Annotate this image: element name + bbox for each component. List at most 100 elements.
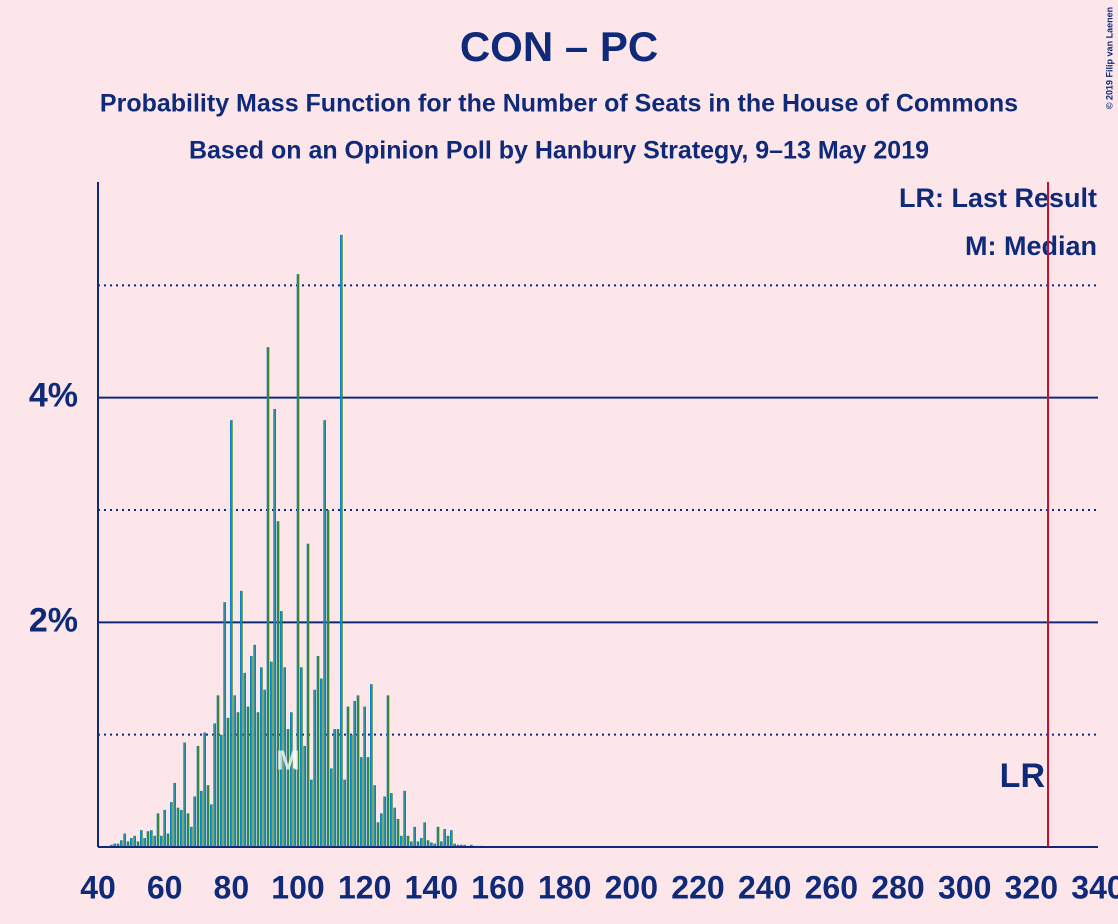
bar: [233, 695, 235, 847]
bar: [128, 841, 130, 847]
bar: [274, 408, 276, 847]
bar: [296, 274, 298, 848]
bar: [118, 843, 120, 847]
bar: [404, 790, 406, 847]
bar: [360, 757, 362, 847]
bar: [284, 667, 286, 847]
bar: [270, 661, 272, 847]
bar: [254, 644, 256, 847]
bar: [421, 838, 423, 847]
bar: [174, 782, 176, 847]
bar: [260, 667, 262, 847]
bar: [456, 844, 458, 847]
bar: [221, 734, 223, 847]
y-tick-label: 4%: [29, 377, 78, 415]
bar: [271, 661, 273, 847]
legend-entry: LR: Last Result: [899, 183, 1097, 213]
bar: [281, 611, 283, 847]
bar: [341, 234, 343, 848]
bar: [261, 667, 263, 847]
bar: [191, 826, 193, 847]
bar: [124, 833, 126, 847]
bar: [363, 706, 365, 847]
bar: [451, 830, 453, 847]
bar: [214, 723, 216, 847]
bar: [376, 822, 378, 847]
bar: [301, 667, 303, 847]
bar: [443, 829, 445, 847]
bar: [161, 835, 163, 847]
bar: [148, 831, 150, 847]
bar: [323, 420, 325, 847]
x-tick-label: 240: [738, 869, 791, 905]
bar: [338, 729, 340, 847]
x-tick-label: 300: [938, 869, 991, 905]
bar: [364, 706, 366, 847]
bar: [113, 843, 115, 847]
bar: [278, 521, 280, 847]
bar: [401, 835, 403, 847]
bar: [428, 840, 430, 847]
bar: [116, 843, 118, 847]
bar: [390, 793, 392, 847]
bar: [154, 835, 156, 847]
bar: [346, 706, 348, 847]
bar: [140, 830, 142, 847]
bar: [366, 757, 368, 847]
bar: [300, 667, 302, 847]
bar: [273, 408, 275, 847]
bar: [408, 835, 410, 847]
bar: [298, 274, 300, 848]
bar: [264, 689, 266, 847]
bar: [166, 833, 168, 847]
bar: [160, 835, 162, 847]
bar: [423, 822, 425, 847]
bar: [403, 790, 405, 847]
bar: [266, 347, 268, 847]
bar: [310, 779, 312, 847]
bar: [218, 695, 220, 847]
bar: [186, 813, 188, 847]
bar: [440, 841, 442, 847]
bar: [328, 510, 330, 847]
bar: [170, 802, 172, 847]
bar: [450, 830, 452, 847]
bar: [243, 672, 245, 847]
x-tick-label: 60: [147, 869, 183, 905]
bar: [256, 712, 258, 847]
bar: [244, 672, 246, 847]
bar: [144, 838, 146, 847]
bar: [414, 826, 416, 847]
bar: [326, 510, 328, 847]
bar: [226, 717, 228, 847]
bar: [458, 844, 460, 847]
copyright: © 2019 Filip van Laenen: [1104, 7, 1114, 109]
bar: [163, 809, 165, 847]
bar: [164, 809, 166, 847]
bar: [241, 590, 243, 847]
bar: [306, 543, 308, 847]
bar: [183, 742, 185, 847]
bar: [316, 656, 318, 847]
median-label: M: [276, 744, 299, 775]
bar: [123, 833, 125, 847]
bar: [143, 838, 145, 847]
bar: [276, 521, 278, 847]
bar: [121, 840, 123, 847]
bar: [388, 695, 390, 847]
bar: [196, 745, 198, 847]
bar: [173, 782, 175, 847]
bar: [210, 804, 212, 847]
x-tick-label: 40: [80, 869, 116, 905]
bar: [410, 841, 412, 847]
bar: [426, 840, 428, 847]
bar: [420, 838, 422, 847]
bar: [288, 729, 290, 847]
bar: [216, 695, 218, 847]
bar: [354, 700, 356, 847]
bar: [340, 234, 342, 848]
bar: [146, 831, 148, 847]
bar: [236, 712, 238, 847]
bar: [250, 656, 252, 847]
